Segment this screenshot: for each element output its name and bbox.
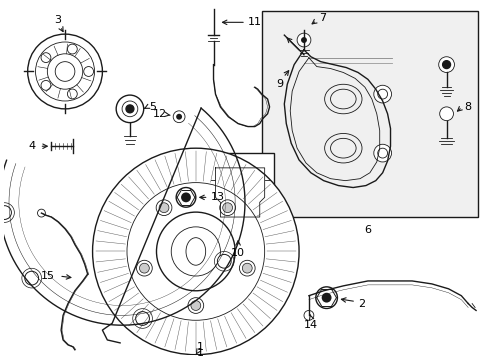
Circle shape [438,57,453,72]
Bar [220,193,259,217]
Text: 14: 14 [303,320,317,330]
Circle shape [373,144,391,162]
Circle shape [181,193,190,202]
Circle shape [0,206,11,220]
Circle shape [171,227,220,276]
Circle shape [122,101,138,117]
Circle shape [239,260,255,276]
Circle shape [127,183,264,320]
Circle shape [321,293,331,302]
Circle shape [217,255,231,268]
Circle shape [442,61,449,68]
Circle shape [136,260,152,276]
Text: 10: 10 [231,248,244,258]
Circle shape [304,310,313,320]
Circle shape [159,203,169,213]
Text: 9: 9 [275,79,283,89]
Text: 15: 15 [41,271,55,281]
Circle shape [190,301,201,310]
Circle shape [222,203,232,213]
Circle shape [373,85,391,103]
Circle shape [176,188,195,207]
Circle shape [41,53,51,63]
Text: 5: 5 [149,102,156,112]
Text: 12: 12 [152,109,166,119]
Circle shape [156,212,235,291]
Circle shape [242,263,252,273]
Text: 6: 6 [364,225,371,235]
Circle shape [176,114,182,120]
Circle shape [301,37,306,43]
Circle shape [67,89,77,99]
Circle shape [47,54,82,89]
Circle shape [135,312,149,325]
Text: 3: 3 [55,15,61,25]
Text: 1: 1 [196,342,204,355]
Circle shape [156,200,172,216]
Circle shape [83,67,93,76]
Text: 2: 2 [357,298,365,309]
Circle shape [219,200,235,216]
Circle shape [173,111,184,123]
Circle shape [439,107,452,121]
Text: 4: 4 [28,141,35,151]
Text: 13: 13 [210,192,224,202]
Circle shape [126,105,134,113]
Text: 7: 7 [318,13,325,23]
Circle shape [116,95,143,123]
Text: 11: 11 [247,17,262,27]
Text: 8: 8 [463,102,470,112]
Bar [195,153,274,237]
Circle shape [297,33,310,47]
Circle shape [187,298,203,314]
Circle shape [67,44,77,54]
Circle shape [92,148,299,355]
Circle shape [25,271,39,285]
Text: 1: 1 [197,348,204,358]
Circle shape [139,263,149,273]
Circle shape [28,34,102,109]
Circle shape [38,209,45,217]
Circle shape [41,80,51,90]
Circle shape [315,287,337,309]
Bar [261,10,477,217]
